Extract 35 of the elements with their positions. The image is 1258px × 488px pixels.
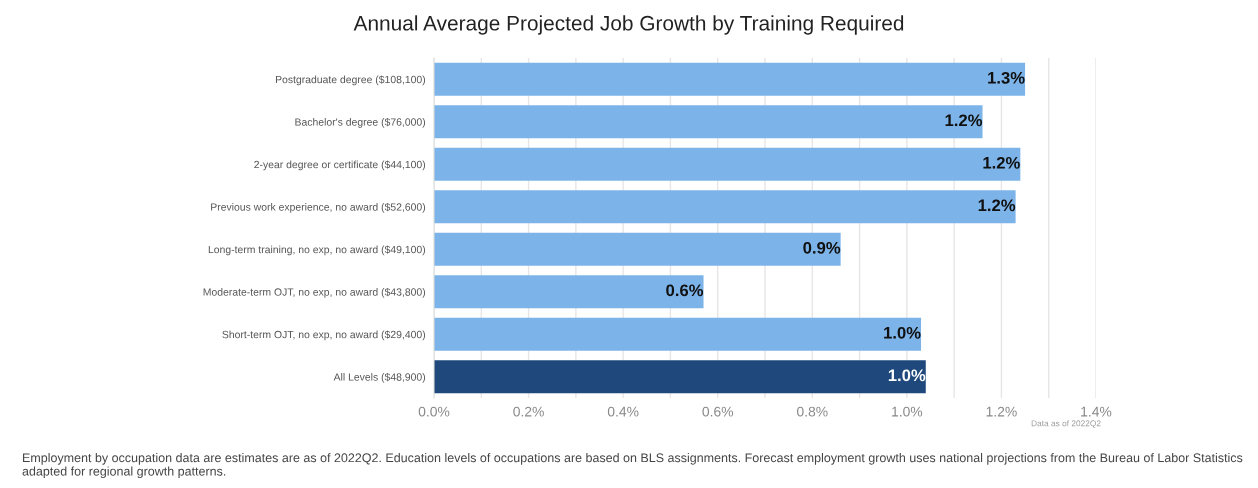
data-label: 1.0% <box>888 369 926 382</box>
y-tick-label: Bachelor's degree ($76,000) <box>295 117 426 128</box>
x-tick-label: 1.2% <box>986 406 1017 417</box>
y-tick-label: Postgraduate degree ($108,100) <box>275 75 426 86</box>
y-tick-label: Moderate-term OJT, no exp, no award ($43,800) <box>203 287 426 298</box>
y-tick-label: Long-term training, no exp, no award ($49,100) <box>208 245 426 256</box>
y-tick-label: 2-year degree or certificate ($44,100) <box>254 160 426 171</box>
bar <box>434 275 704 309</box>
y-tick-label: Previous work experience, no award ($52,600) <box>211 202 426 213</box>
bar <box>434 105 983 139</box>
data-label: 1.2% <box>983 156 1020 169</box>
y-tick-label: All Levels ($48,900) <box>333 372 426 383</box>
data-label: 1.2% <box>945 114 983 127</box>
bar <box>434 190 1016 224</box>
x-tick-label: 1.0% <box>892 406 923 417</box>
bar <box>434 232 841 266</box>
x-tick-label: 0.8% <box>797 406 828 417</box>
text: Data as of 2022Q2 <box>1031 420 1101 428</box>
text: Employment by occupation data are estimates are as of 2022Q2. Education levels of occupations are based on BLS assignments. Forecast employment growth uses national projections from the Bureau of Labor Statistics adapted for regional growth patterns. <box>22 453 1243 479</box>
bar <box>434 62 1026 96</box>
x-tick-label: 0.0% <box>418 406 450 417</box>
bar <box>434 360 926 394</box>
data-label: 0.9% <box>803 241 841 254</box>
data-label: 1.0% <box>884 326 921 339</box>
x-tick-label: 0.4% <box>607 406 639 417</box>
data-label: 1.3% <box>988 71 1025 84</box>
y-tick-label: Short-term OJT, no exp, no award ($29,400) <box>222 330 426 341</box>
x-tick-label: 1.4% <box>1081 406 1112 417</box>
data-label: 0.6% <box>666 284 704 297</box>
chart-title: Annual Average Projected Job Growth by Training Required <box>353 15 904 35</box>
bar <box>434 317 922 351</box>
x-tick-label: 0.6% <box>702 406 734 417</box>
data-label: 1.2% <box>978 199 1016 212</box>
bar <box>434 147 1021 181</box>
x-tick-label: 0.2% <box>513 406 544 417</box>
